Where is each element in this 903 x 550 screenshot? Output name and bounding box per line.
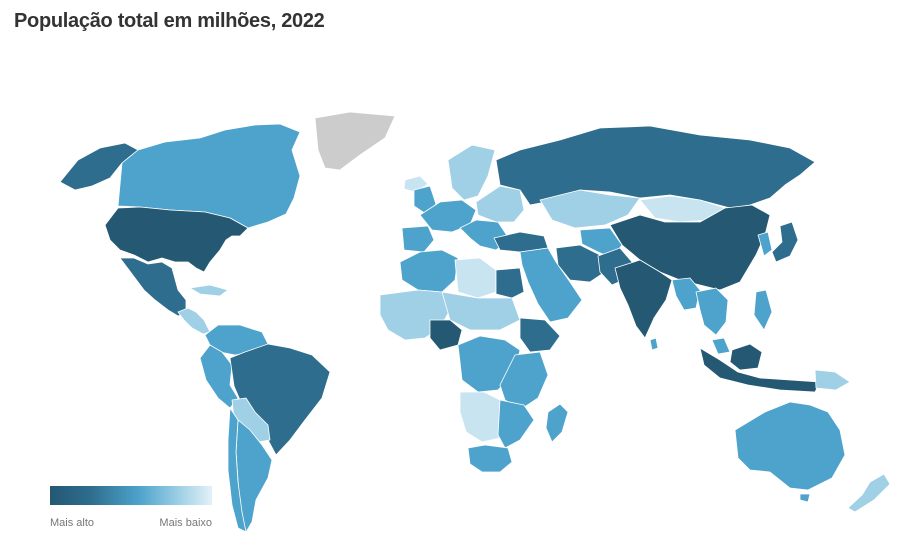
legend-labels: Mais alto Mais baixo [50, 517, 212, 529]
region-madagascar [545, 403, 569, 443]
region-east-africa [499, 351, 549, 411]
region-mexico [119, 257, 187, 317]
region-bangladesh-myanmar [671, 277, 701, 311]
region-east-europe [475, 185, 525, 223]
region-egypt [495, 267, 525, 299]
region-west-europe [419, 199, 477, 233]
region-middle-east [519, 247, 583, 323]
region-korea [757, 231, 773, 257]
region-greenland [314, 111, 396, 171]
region-philippines [753, 289, 773, 331]
chart-title: População total em milhões, 2022 [14, 10, 325, 32]
region-indochina [695, 287, 729, 336]
color-legend: Mais alto Mais baixo [50, 486, 212, 529]
region-sahel [441, 291, 521, 331]
region-nigeria [429, 319, 463, 351]
region-chile [227, 407, 247, 533]
region-usa [104, 206, 249, 273]
region-peru-ecuador [199, 344, 239, 409]
legend-low-label: Mais baixo [159, 517, 212, 529]
region-papua-new-guinea [814, 369, 851, 391]
region-south-africa [467, 444, 513, 473]
region-iberia [401, 225, 435, 253]
region-central-america [177, 307, 211, 335]
region-australia [734, 401, 846, 491]
region-libya [454, 257, 497, 299]
legend-gradient-bar [50, 486, 212, 505]
region-sri-lanka [649, 337, 659, 351]
region-japan [771, 221, 799, 263]
region-russia [495, 125, 816, 209]
region-iran [555, 244, 606, 283]
region-tasmania [799, 493, 811, 503]
region-borneo [729, 343, 763, 371]
region-scandinavia [447, 144, 496, 201]
region-malaysia [711, 337, 731, 355]
region-new-zealand [847, 473, 891, 513]
region-kazakhstan [539, 189, 641, 229]
region-india [614, 259, 673, 339]
region-caribbean [189, 284, 229, 297]
region-maghreb [399, 249, 459, 293]
legend-high-label: Mais alto [50, 517, 95, 529]
region-ethiopia [519, 317, 561, 353]
region-mozambique-zimbabwe [497, 399, 535, 449]
